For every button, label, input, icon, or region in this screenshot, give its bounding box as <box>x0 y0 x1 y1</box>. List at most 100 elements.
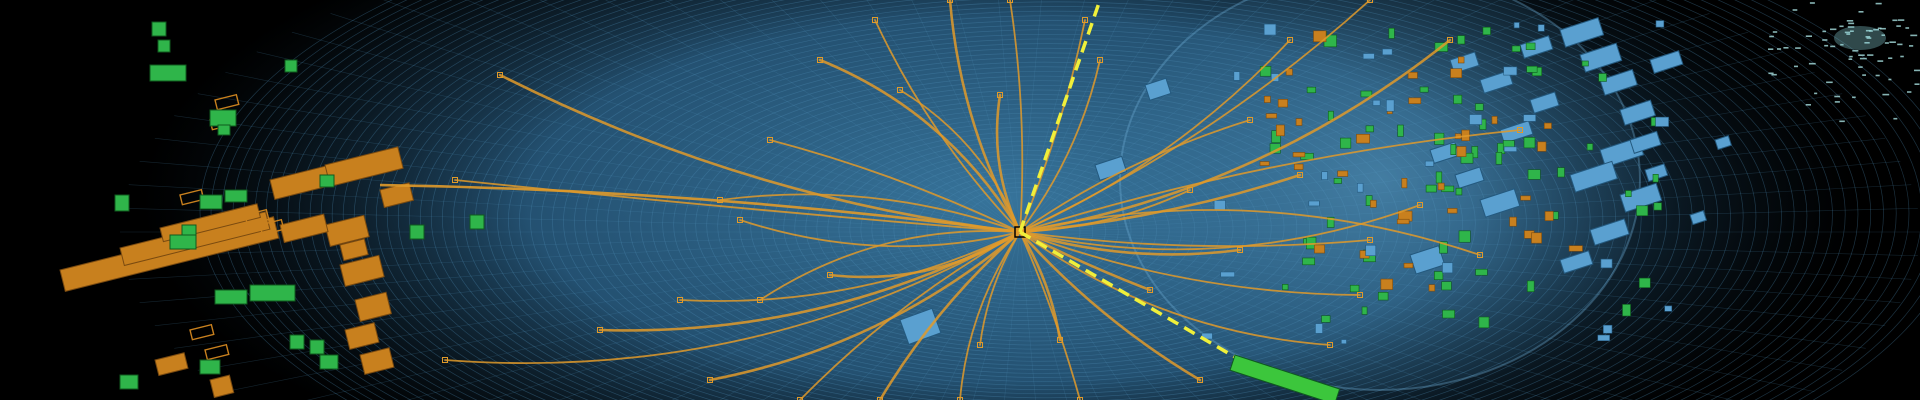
particle-track <box>818 58 1022 234</box>
track-endpoint <box>1297 172 1303 178</box>
calorimeter-cell-green <box>1441 281 1452 291</box>
distant-hit <box>1783 47 1789 49</box>
distant-hit <box>1840 43 1844 46</box>
mesh-spoke <box>174 231 1021 349</box>
calorimeter-cell-green <box>119 374 139 390</box>
distant-hit <box>1844 31 1851 34</box>
calorimeter-cell-orange <box>339 238 369 262</box>
mesh-spoke <box>875 231 1021 400</box>
calorimeter-cell-green <box>1525 42 1536 50</box>
mesh-spoke <box>866 0 1021 233</box>
calorimeter-cell-orange <box>1356 133 1370 144</box>
track-endpoint <box>452 177 458 183</box>
track-endpoint <box>817 57 823 63</box>
distant-hit <box>1873 28 1879 31</box>
particle-track <box>1019 129 1521 233</box>
distant-hit <box>1852 50 1859 52</box>
distant-hit <box>1839 120 1845 123</box>
mesh-ring <box>948 187 1094 277</box>
track-endpoint <box>1417 202 1423 208</box>
calorimeter-cell-blue <box>1649 50 1684 74</box>
distant-hit <box>1898 19 1905 21</box>
calorimeter-cell-outline <box>214 93 240 111</box>
mesh-ring <box>343 0 1795 400</box>
mesh-ring <box>332 0 1808 400</box>
distant-hit <box>1852 96 1856 99</box>
calorimeter-cell-green <box>469 214 485 230</box>
calorimeter-cell-green <box>1453 94 1463 105</box>
distant-hit <box>1881 34 1885 36</box>
calorimeter-cell-green <box>1495 152 1503 165</box>
calorimeter-cell-green <box>1434 271 1444 280</box>
distant-hit <box>1822 39 1828 41</box>
mesh-spoke <box>330 13 1021 233</box>
distant-hit <box>1777 48 1782 50</box>
calorimeter-cell-orange <box>339 254 385 287</box>
missing-energy-lines <box>1018 0 1241 362</box>
distant-hit <box>1839 25 1844 28</box>
calorimeter-cell-blue <box>1454 166 1485 189</box>
mesh-spoke <box>154 137 1021 233</box>
calorimeter-cell-green <box>249 284 296 302</box>
distant-hit <box>1865 36 1871 38</box>
mesh-spoke <box>762 231 1021 400</box>
calorimeter-cell-green <box>1302 257 1316 266</box>
calorimeter-cell-orange <box>1401 178 1408 189</box>
distant-hit <box>1892 19 1898 22</box>
distant-hit <box>1850 30 1854 32</box>
particle-track <box>1019 59 1101 233</box>
calorimeter-cell-blue <box>1479 188 1521 218</box>
calorimeter-cell-green <box>1625 190 1632 197</box>
mesh-spoke <box>256 51 1021 233</box>
distant-hit <box>1858 11 1864 13</box>
mesh-ring <box>387 0 1744 400</box>
track-endpoint <box>1517 127 1523 133</box>
calorimeter-cell-green <box>1388 27 1395 39</box>
calorimeter-cell-green <box>114 194 130 212</box>
track-endpoint <box>1007 0 1013 3</box>
calorimeter-cell-blue <box>1569 160 1619 193</box>
track-endpoint <box>1327 342 1333 348</box>
mesh-ring <box>365 0 1769 400</box>
mesh-spoke <box>489 231 1021 400</box>
distant-hit <box>1824 44 1829 47</box>
calorimeter-cell-orange <box>1285 68 1293 76</box>
calorimeter-cell-blue <box>1523 114 1537 122</box>
calorimeter-cell-green <box>199 194 223 210</box>
calorimeter-cell-green <box>1527 169 1541 180</box>
calorimeter-cell-blue <box>1519 35 1554 59</box>
track-endpoint <box>977 342 983 348</box>
distant-hit <box>1897 43 1903 46</box>
distant-hit <box>1772 31 1778 33</box>
particle-track <box>1019 231 1361 296</box>
calorimeter-cell-green <box>1586 143 1594 151</box>
particle-track <box>1018 230 1242 256</box>
calorimeter-cell-blue <box>1603 324 1613 334</box>
distant-hit <box>1910 34 1918 37</box>
calorimeter-cell-blue <box>1629 130 1662 154</box>
mesh-ring <box>354 0 1782 400</box>
mesh-spoke <box>1019 231 1165 400</box>
distant-hit <box>1846 33 1851 35</box>
distant-hit <box>1907 91 1912 93</box>
distant-hit <box>1794 65 1798 68</box>
particle-track <box>1019 231 1081 400</box>
distant-hit <box>1814 92 1818 95</box>
mesh-spoke <box>291 31 1021 233</box>
mesh-spoke <box>466 0 1021 233</box>
distant-hit <box>1792 9 1798 11</box>
calorimeter-cell-blue <box>1499 120 1534 144</box>
track-endpoint <box>767 137 773 143</box>
calorimeter-cell-blue <box>1386 99 1395 112</box>
distant-hit <box>1877 27 1882 30</box>
mesh-spoke <box>972 231 1021 400</box>
distant-hit <box>1849 55 1853 58</box>
mesh-ring <box>199 0 1920 400</box>
mesh-spoke <box>307 231 1021 400</box>
mesh-spoke <box>955 0 1021 233</box>
distant-hit <box>1889 41 1896 43</box>
calorimeter-cell-orange <box>1264 95 1271 103</box>
calorimeter-cell-orange <box>1277 99 1288 108</box>
calorimeter-cell-blue <box>1233 71 1241 81</box>
